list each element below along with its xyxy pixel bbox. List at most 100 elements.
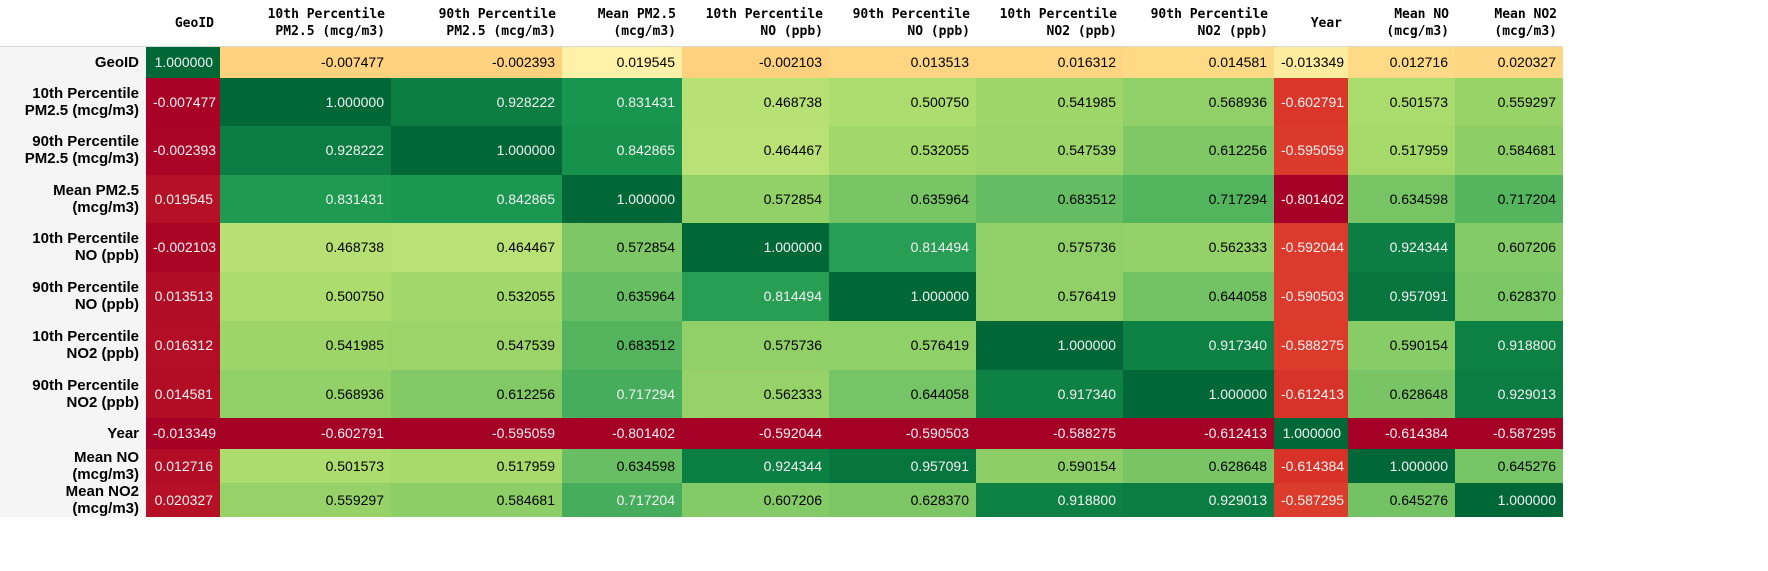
table-row: 90th Percentile NO (ppb) 0.013513 0.500750…: [0, 271, 1563, 321]
heatmap-cell: 1.000000: [1455, 482, 1563, 517]
heatmap-cell: 0.717294: [562, 369, 682, 418]
heatmap-cell: -0.588275: [1274, 320, 1348, 370]
heatmap-cell: 0.559297: [1455, 77, 1563, 126]
heatmap-cell: -0.801402: [1274, 174, 1348, 223]
heatmap-cell: -0.595059: [1274, 125, 1348, 175]
correlation-table: GeoID 10th Percentile PM2.5 (mcg/m3) 90th …: [0, 0, 1563, 517]
heatmap-cell: 0.501573: [1348, 77, 1455, 126]
heatmap-cell: -0.013349: [146, 417, 220, 449]
heatmap-cell: -0.602791: [220, 417, 391, 449]
heatmap-cell: -0.587295: [1455, 417, 1563, 449]
heatmap-cell: -0.013349: [1274, 46, 1348, 78]
heatmap-cell: 1.000000: [391, 125, 562, 175]
heatmap-cell: 0.562333: [682, 369, 829, 418]
heatmap-cell: 0.929013: [1123, 482, 1274, 517]
heatmap-cell: 0.928222: [220, 125, 391, 175]
heatmap-cell: -0.592044: [682, 417, 829, 449]
heatmap-cell: 0.831431: [562, 77, 682, 126]
table-row: 10th Percentile NO (ppb) -0.002103 0.46873…: [0, 222, 1563, 272]
heatmap-cell: 0.918800: [1455, 320, 1563, 370]
column-header-90th-percentile-no2-ppb: 90th Percentile NO2 (ppb): [1123, 0, 1274, 47]
heatmap-cell: 0.013513: [829, 46, 976, 78]
heatmap-cell: 1.000000: [1123, 369, 1274, 418]
table-row: Mean NO (mcg/m3) 0.012716 0.501573 0.517959…: [0, 448, 1563, 483]
row-header-mean-pm2-5-mcg-m3: Mean PM2.5 (mcg/m3): [0, 174, 146, 223]
heatmap-cell: 0.464467: [391, 222, 562, 272]
heatmap-cell: 0.918800: [976, 482, 1123, 517]
heatmap-cell: 1.000000: [1274, 417, 1348, 449]
heatmap-cell: 0.016312: [146, 320, 220, 370]
heatmap-cell: 0.575736: [682, 320, 829, 370]
heatmap-cell: 0.928222: [391, 77, 562, 126]
table-row: 90th Percentile NO2 (ppb) 0.014581 0.56893…: [0, 369, 1563, 418]
heatmap-cell: 0.717204: [562, 482, 682, 517]
heatmap-cell: 0.562333: [1123, 222, 1274, 272]
heatmap-cell: 0.012716: [1348, 46, 1455, 78]
heatmap-cell: 0.020327: [146, 482, 220, 517]
heatmap-cell: 0.917340: [1123, 320, 1274, 370]
heatmap-cell: 0.500750: [220, 271, 391, 321]
table-corner: [0, 0, 146, 47]
heatmap-cell: -0.602791: [1274, 77, 1348, 126]
heatmap-cell: -0.592044: [1274, 222, 1348, 272]
heatmap-cell: 0.628648: [1348, 369, 1455, 418]
column-header-geoid: GeoID: [146, 0, 220, 47]
heatmap-cell: 0.612256: [391, 369, 562, 418]
heatmap-cell: 0.468738: [682, 77, 829, 126]
heatmap-cell: 0.645276: [1348, 482, 1455, 517]
heatmap-cell: 0.644058: [829, 369, 976, 418]
column-header-90th-percentile-pm2-5-mcg-m3: 90th Percentile PM2.5 (mcg/m3): [391, 0, 562, 47]
heatmap-cell: -0.002103: [146, 222, 220, 272]
heatmap-cell: 0.500750: [829, 77, 976, 126]
table-row: 90th Percentile PM2.5 (mcg/m3) -0.002393 0…: [0, 125, 1563, 175]
heatmap-cell: 0.842865: [562, 125, 682, 175]
heatmap-cell: 0.572854: [562, 222, 682, 272]
row-header-90th-percentile-no2-ppb: 90th Percentile NO2 (ppb): [0, 369, 146, 418]
heatmap-cell: 0.814494: [682, 271, 829, 321]
heatmap-cell: -0.588275: [976, 417, 1123, 449]
table-row: GeoID 1.000000 -0.007477 -0.002393 0.019545-…: [0, 46, 1563, 78]
heatmap-cell: 0.590154: [1348, 320, 1455, 370]
row-header-10th-percentile-no-ppb: 10th Percentile NO (ppb): [0, 222, 146, 272]
column-header-mean-pm2-5-mcg-m3: Mean PM2.5 (mcg/m3): [562, 0, 682, 47]
table-row: Mean PM2.5 (mcg/m3) 0.019545 0.831431 0.842…: [0, 174, 1563, 223]
heatmap-cell: 1.000000: [146, 46, 220, 78]
heatmap-cell: 0.831431: [220, 174, 391, 223]
heatmap-cell: -0.590503: [829, 417, 976, 449]
heatmap-cell: 0.019545: [562, 46, 682, 78]
heatmap-cell: -0.007477: [220, 46, 391, 78]
heatmap-cell: 0.501573: [220, 448, 391, 483]
row-header-year: Year: [0, 417, 146, 449]
heatmap-cell: -0.007477: [146, 77, 220, 126]
heatmap-cell: 0.957091: [1348, 271, 1455, 321]
heatmap-cell: 1.000000: [220, 77, 391, 126]
heatmap-cell: -0.612413: [1123, 417, 1274, 449]
heatmap-cell: 1.000000: [976, 320, 1123, 370]
heatmap-cell: 0.924344: [682, 448, 829, 483]
row-header-geoid: GeoID: [0, 46, 146, 78]
header-row: GeoID 10th Percentile PM2.5 (mcg/m3) 90th …: [0, 0, 1563, 47]
heatmap-cell: 0.683512: [976, 174, 1123, 223]
column-header-10th-percentile-no2-ppb: 10th Percentile NO2 (ppb): [976, 0, 1123, 47]
heatmap-cell: -0.612413: [1274, 369, 1348, 418]
heatmap-cell: 1.000000: [1348, 448, 1455, 483]
heatmap-cell: 0.012716: [146, 448, 220, 483]
heatmap-cell: -0.595059: [391, 417, 562, 449]
table-row: Year -0.013349 -0.602791 -0.595059 -0.801402…: [0, 417, 1563, 449]
heatmap-cell: 1.000000: [829, 271, 976, 321]
heatmap-cell: 0.014581: [1123, 46, 1274, 78]
heatmap-cell: 0.634598: [1348, 174, 1455, 223]
heatmap-cell: 0.645276: [1455, 448, 1563, 483]
heatmap-cell: 0.628370: [1455, 271, 1563, 321]
heatmap-cell: 0.584681: [1455, 125, 1563, 175]
heatmap-cell: 0.717204: [1455, 174, 1563, 223]
column-header-mean-no-mcg-m3: Mean NO (mcg/m3): [1348, 0, 1455, 47]
heatmap-cell: -0.614384: [1348, 417, 1455, 449]
heatmap-cell: 0.468738: [220, 222, 391, 272]
heatmap-cell: -0.801402: [562, 417, 682, 449]
column-header-year: Year: [1274, 0, 1348, 47]
heatmap-cell: 0.532055: [391, 271, 562, 321]
heatmap-cell: 0.013513: [146, 271, 220, 321]
heatmap-cell: 0.020327: [1455, 46, 1563, 78]
heatmap-cell: 0.635964: [562, 271, 682, 321]
